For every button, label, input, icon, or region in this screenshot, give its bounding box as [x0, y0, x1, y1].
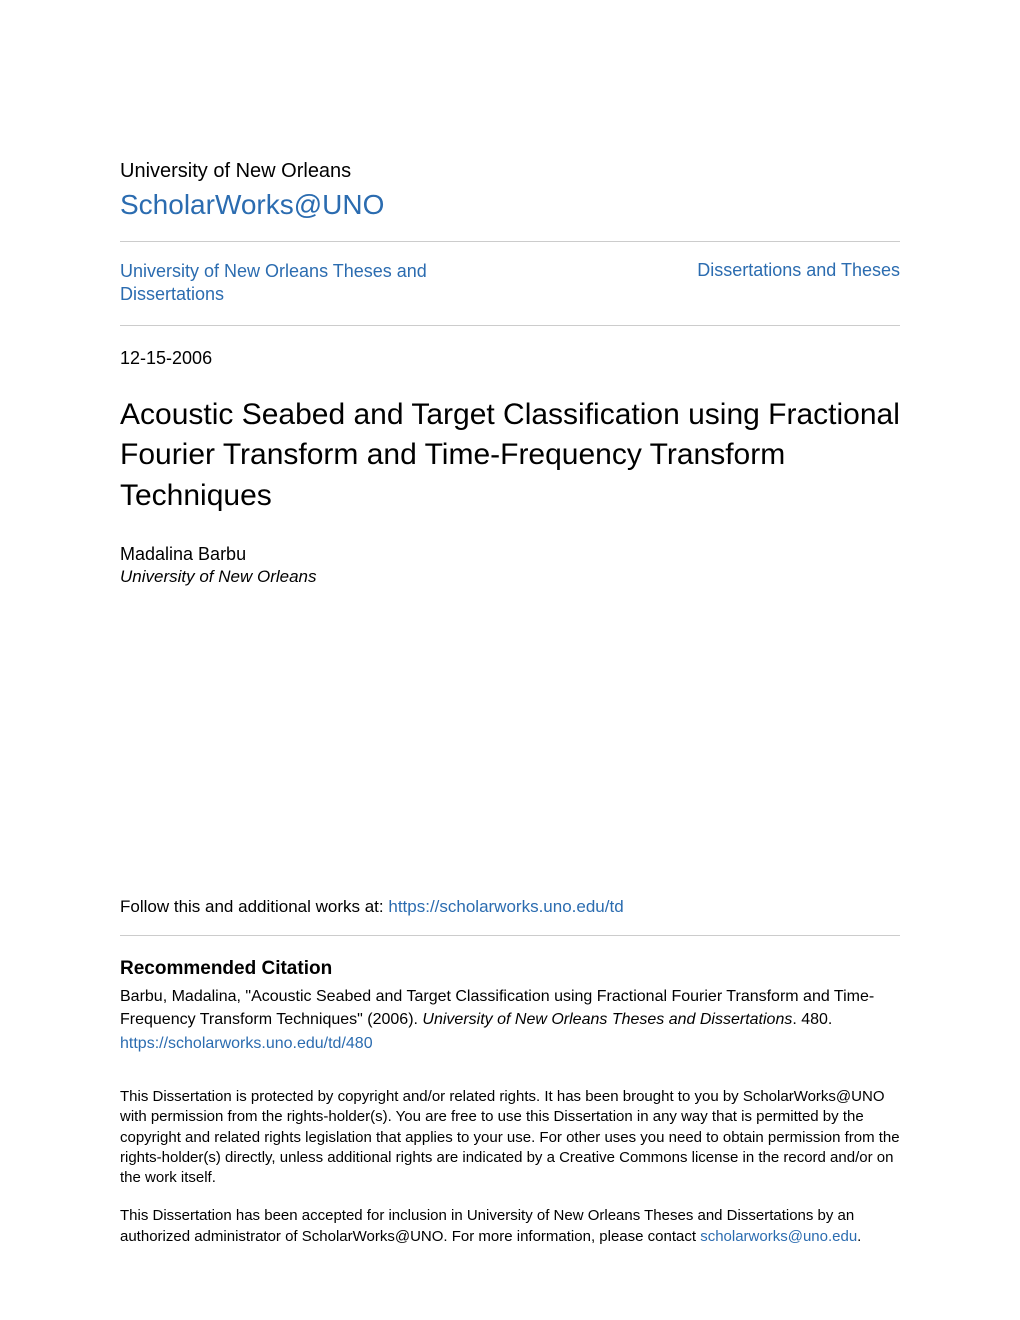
contact-email-link[interactable]: scholarworks@uno.edu	[700, 1228, 857, 1245]
recommended-citation-heading: Recommended Citation	[120, 958, 900, 980]
citation-part2: . 480.	[792, 1011, 832, 1028]
divider-breadcrumb	[120, 325, 900, 326]
university-name: University of New Orleans	[120, 160, 900, 183]
author-name: Madalina Barbu	[120, 544, 900, 565]
citation-url: https://scholarworks.uno.edu/td/480	[120, 1035, 900, 1053]
follow-link[interactable]: https://scholarworks.uno.edu/td	[388, 897, 623, 916]
publication-date: 12-15-2006	[120, 348, 900, 369]
follow-section: Follow this and additional works at: htt…	[120, 897, 900, 917]
citation-italic: University of New Orleans Theses and Dis…	[422, 1011, 792, 1028]
follow-prefix: Follow this and additional works at:	[120, 897, 388, 916]
scholarworks-link[interactable]: ScholarWorks@UNO	[120, 189, 900, 221]
paper-title: Acoustic Seabed and Target Classificatio…	[120, 395, 900, 517]
breadcrumb-category-link[interactable]: Dissertations and Theses	[697, 260, 900, 281]
disclaimer-paragraph-1: This Dissertation is protected by copyri…	[120, 1087, 900, 1188]
disclaimer-paragraph-2: This Dissertation has been accepted for …	[120, 1206, 900, 1247]
page-container: University of New Orleans ScholarWorks@U…	[120, 160, 900, 1247]
author-affiliation: University of New Orleans	[120, 567, 900, 587]
citation-text: Barbu, Madalina, "Acoustic Seabed and Ta…	[120, 986, 900, 1031]
divider-citation	[120, 935, 900, 936]
breadcrumb-collection-link[interactable]: University of New Orleans Theses and Dis…	[120, 260, 500, 307]
citation-url-link[interactable]: https://scholarworks.uno.edu/td/480	[120, 1035, 373, 1052]
disclaimer-2-suffix: .	[857, 1228, 861, 1245]
breadcrumb-row: University of New Orleans Theses and Dis…	[120, 242, 900, 325]
